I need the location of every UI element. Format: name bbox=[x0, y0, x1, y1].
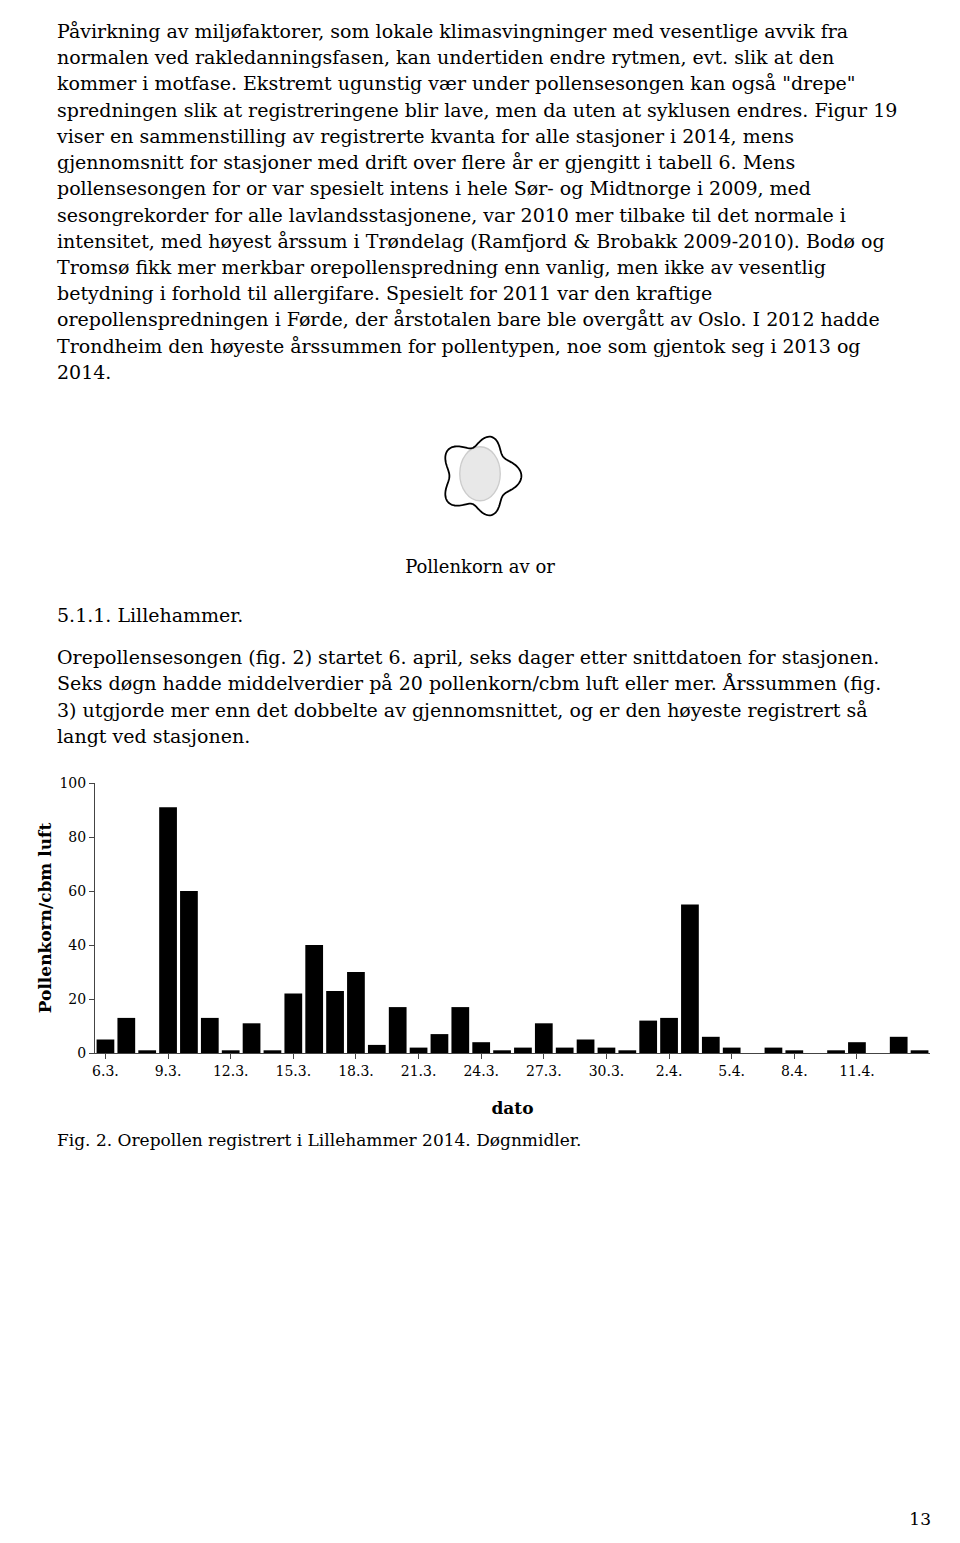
svg-text:100: 100 bbox=[59, 775, 86, 791]
html-text:5.1.1. Lillehammer.: 5.1.1. Lillehammer. bbox=[57, 603, 244, 626]
svg-text:27.3.: 27.3. bbox=[526, 1063, 562, 1079]
svg-text:21.3.: 21.3. bbox=[401, 1063, 437, 1079]
svg-text:11.4.: 11.4. bbox=[839, 1063, 875, 1079]
svg-text:12.3.: 12.3. bbox=[213, 1063, 249, 1079]
svg-text:6.3.: 6.3. bbox=[92, 1063, 119, 1079]
svg-text:8.4.: 8.4. bbox=[781, 1063, 808, 1079]
svg-text:Pollenkorn/cbm luft: Pollenkorn/cbm luft bbox=[35, 823, 55, 1014]
svg-text:20: 20 bbox=[68, 991, 86, 1007]
svg-text:40: 40 bbox=[68, 937, 86, 953]
html-text:Påvirkning av miljøfaktorer, s: Påvirkning av miljøfaktorer, som lokale … bbox=[57, 20, 898, 383]
svg-text:24.3.: 24.3. bbox=[463, 1063, 499, 1079]
html-text:Pollenkorn av or: Pollenkorn av or bbox=[405, 556, 555, 578]
svg-text:dato: dato bbox=[491, 1098, 533, 1118]
svg-text:9.3.: 9.3. bbox=[155, 1063, 182, 1079]
svg-text:18.3.: 18.3. bbox=[338, 1063, 374, 1079]
svg-text:0: 0 bbox=[77, 1045, 86, 1061]
html-text:13: 13 bbox=[909, 1509, 931, 1529]
svg-text:5.4.: 5.4. bbox=[718, 1063, 745, 1079]
svg-text:15.3.: 15.3. bbox=[275, 1063, 311, 1079]
svg-text:2.4.: 2.4. bbox=[656, 1063, 683, 1079]
svg-text:30.3.: 30.3. bbox=[589, 1063, 625, 1079]
svg-text:60: 60 bbox=[68, 883, 86, 899]
svg-text:80: 80 bbox=[68, 829, 86, 845]
html-text:Orepollensesongen (fig. 2) sta: Orepollensesongen (fig. 2) startet 6. ap… bbox=[57, 646, 882, 747]
html-text:Fig. 2. Orepollen registrert i: Fig. 2. Orepollen registrert i Lillehamm… bbox=[57, 1130, 582, 1150]
